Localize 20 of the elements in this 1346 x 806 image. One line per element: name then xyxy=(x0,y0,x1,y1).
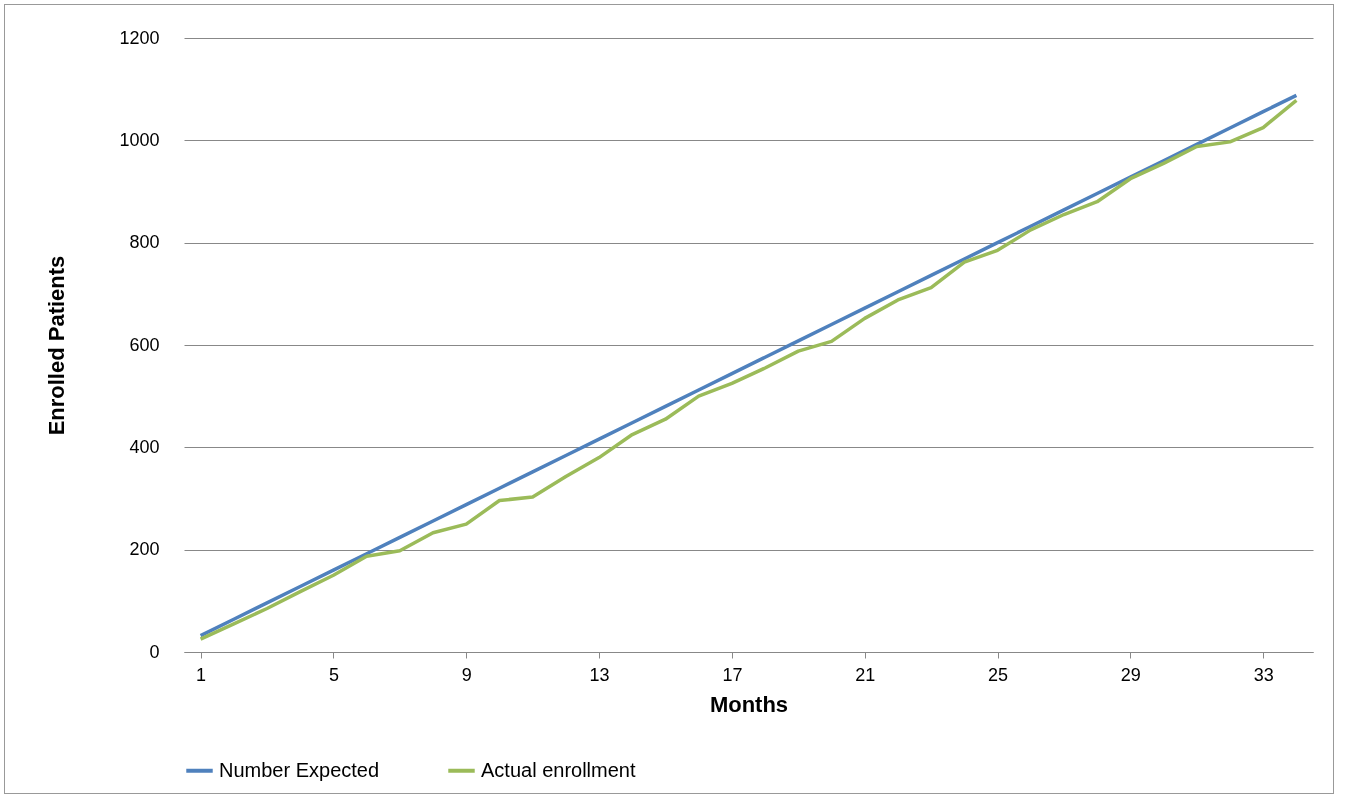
y-tick-label: 200 xyxy=(129,539,160,560)
legend-label: Number Expected xyxy=(219,758,380,781)
x-tick-label: 17 xyxy=(722,664,743,685)
x-tick-label: 21 xyxy=(855,664,876,685)
y-tick-label: 800 xyxy=(129,232,160,253)
x-tick-label: 25 xyxy=(988,664,1009,685)
y-axis-title: Enrolled Patients xyxy=(44,255,70,436)
legend-label: Actual enrollment xyxy=(481,758,636,781)
x-axis-title: Months xyxy=(709,691,789,717)
x-tick-label: 13 xyxy=(589,664,610,685)
x-tick-label: 1 xyxy=(196,664,207,685)
x-tick-label: 5 xyxy=(328,664,339,685)
y-tick-label: 1200 xyxy=(119,27,160,48)
y-tick-label: 1000 xyxy=(119,129,160,150)
y-tick-label: 400 xyxy=(129,436,160,457)
y-tick-label: 0 xyxy=(149,641,160,662)
x-tick-label: 29 xyxy=(1120,664,1141,685)
y-tick-label: 600 xyxy=(129,334,160,355)
x-tick-label: 9 xyxy=(461,664,472,685)
x-tick-label: 33 xyxy=(1253,664,1274,685)
